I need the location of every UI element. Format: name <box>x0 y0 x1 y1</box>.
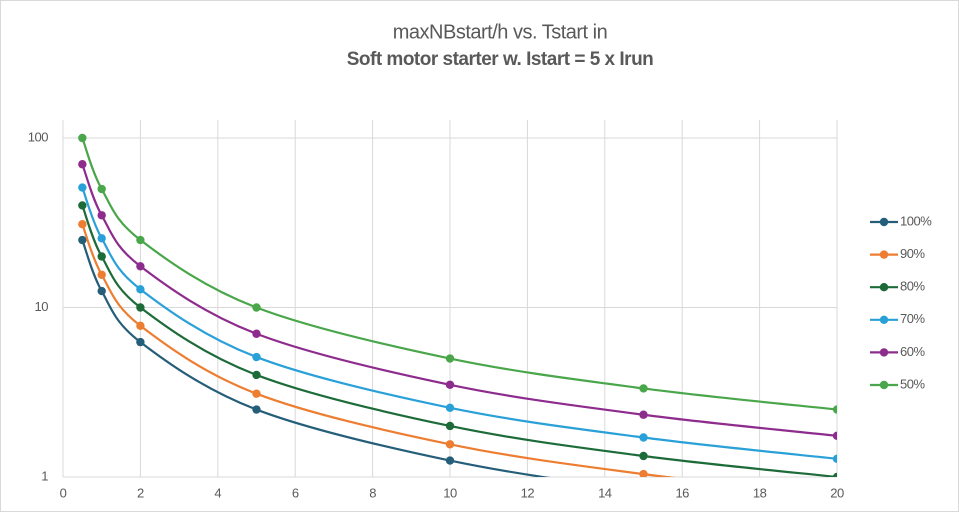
series-line <box>81 137 837 411</box>
series-line <box>81 223 676 477</box>
data-point <box>832 431 837 441</box>
data-point <box>78 201 87 210</box>
x-tick-label: 0 <box>60 485 67 500</box>
data-point <box>97 286 106 296</box>
series-line <box>81 187 837 460</box>
data-point <box>832 405 837 414</box>
data-point <box>78 235 87 245</box>
x-tick-label: 4 <box>214 485 221 500</box>
series-line <box>81 205 837 477</box>
data-point <box>445 421 455 431</box>
data-point <box>445 456 455 465</box>
x-tick-label: 6 <box>292 485 299 500</box>
legend-marker <box>879 217 889 227</box>
y-tick-label: 10 <box>35 299 49 314</box>
data-point <box>252 352 261 362</box>
data-point <box>252 329 261 338</box>
legend-label: 50% <box>900 376 925 391</box>
data-point <box>252 405 261 414</box>
y-tick-label: 100 <box>28 129 48 144</box>
data-point <box>445 440 455 449</box>
legend-label: 60% <box>900 344 925 359</box>
data-point <box>78 160 87 169</box>
data-point <box>78 183 87 192</box>
series-line <box>81 239 551 477</box>
x-tick-label: 12 <box>521 485 535 500</box>
data-point <box>78 133 87 143</box>
data-point <box>136 321 145 330</box>
data-point <box>252 303 261 312</box>
data-point <box>97 184 106 194</box>
x-tick-label: 16 <box>675 485 689 500</box>
legend-marker <box>879 348 889 357</box>
data-point <box>445 354 455 363</box>
y-tick-label: 1 <box>41 468 48 483</box>
legend-label: 100% <box>900 213 932 228</box>
data-point <box>136 235 145 245</box>
x-tick-label: 2 <box>137 485 144 500</box>
data-point <box>136 285 145 294</box>
x-tick-label: 20 <box>830 485 844 500</box>
plot <box>78 133 837 477</box>
data-point <box>445 403 455 413</box>
legend-label: 70% <box>900 311 925 326</box>
data-point <box>639 384 648 393</box>
data-point <box>97 252 106 261</box>
x-tick-label: 10 <box>443 485 457 500</box>
legend-marker <box>879 315 889 324</box>
data-point <box>252 370 261 380</box>
data-point <box>639 433 648 442</box>
chart-title: maxNBstart/h vs. Tstart in <box>393 21 607 43</box>
legend-label: 90% <box>900 246 925 261</box>
series-line <box>81 163 837 437</box>
data-point <box>639 410 648 419</box>
data-point <box>639 469 648 477</box>
data-point <box>136 262 145 271</box>
legend-marker <box>879 380 889 390</box>
data-point <box>832 454 837 464</box>
data-point <box>136 303 145 312</box>
legend-marker <box>879 283 889 292</box>
data-point <box>97 211 106 220</box>
x-tick-label: 18 <box>753 485 767 500</box>
data-point <box>639 451 648 461</box>
legend-label: 80% <box>900 279 925 294</box>
data-point <box>445 380 455 389</box>
x-tick-label: 14 <box>598 485 612 500</box>
data-point <box>97 234 106 243</box>
legend-marker <box>879 250 889 259</box>
data-point <box>97 270 106 279</box>
chart-subtitle: Soft motor starter w. Istart = 5 x Irun <box>347 49 654 70</box>
data-point <box>832 472 837 477</box>
x-tick-label: 8 <box>369 485 376 500</box>
data-point <box>252 389 261 398</box>
data-point <box>78 220 87 229</box>
data-point <box>136 337 145 347</box>
